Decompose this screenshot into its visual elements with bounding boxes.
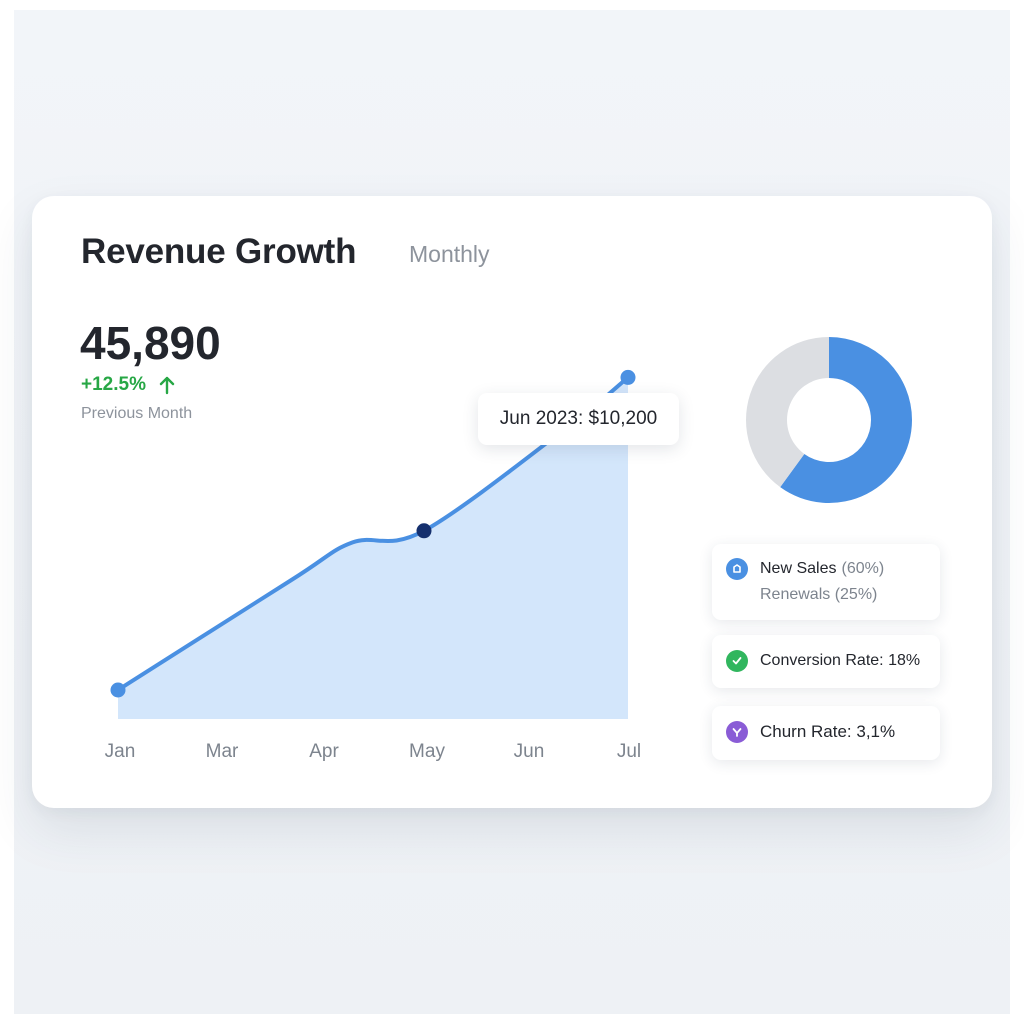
legend-renewals-label: Renewals (25%) [760,586,878,603]
legend-card-conversion: Conversion Rate: 18% [712,635,940,688]
metric-change-value: +12.5% [81,374,146,395]
area-fill [118,377,628,719]
sales-tag-icon [726,558,748,580]
revenue-mix-donut-chart [746,337,912,504]
metric-caption: Previous Month [81,405,193,422]
card-title: Revenue Growth [81,232,357,271]
legend-item-conversion: Conversion Rate: 18% [726,650,920,672]
period-selector[interactable]: Monthly [409,241,490,267]
x-tick-jul: Jul [617,741,641,762]
chart-tooltip: Jun 2023: $10,200 [478,393,679,445]
data-point-may[interactable] [416,523,432,539]
legend-item-renewals: Renewals (25%) [760,586,877,604]
donut-slice-other[interactable] [746,337,829,488]
legend-new-sales-label: New Sales [760,560,837,577]
x-tick-mar: Mar [206,741,239,762]
legend-conversion-label: Conversion Rate: 18% [760,652,921,669]
x-tick-jun: Jun [514,741,545,762]
legend-card-sales: New Sales (60%) Renewals (25%) [712,544,940,620]
donut-slice-renewals[interactable] [780,420,912,504]
legend-item-churn: Churn Rate: 3,1% [726,721,895,743]
check-badge-icon [726,650,748,672]
legend-card-churn: Churn Rate: 3,1% [712,706,940,760]
arrow-up-icon [159,376,175,395]
metric-change: +12.5% [81,374,176,396]
churn-arrows-icon [726,721,748,743]
legend-churn-label: Churn Rate: 3,1% [760,722,896,741]
metric-value: 45,890 [80,317,221,369]
revenue-area-chart: Jan Mar Apr May Jun Jul [105,369,641,762]
x-tick-may: May [409,741,445,762]
data-point-jan[interactable] [110,682,126,698]
data-point-jul[interactable] [620,369,636,385]
legend-item-new-sales: New Sales (60%) [726,558,884,580]
revenue-growth-card: Revenue Growth Monthly 45,890 +12.5% Pre… [32,196,992,808]
x-tick-jan: Jan [105,741,136,762]
x-tick-apr: Apr [309,741,339,762]
donut-slice-new-sales[interactable] [829,337,912,420]
legend-new-sales-pct: (60%) [841,560,885,577]
